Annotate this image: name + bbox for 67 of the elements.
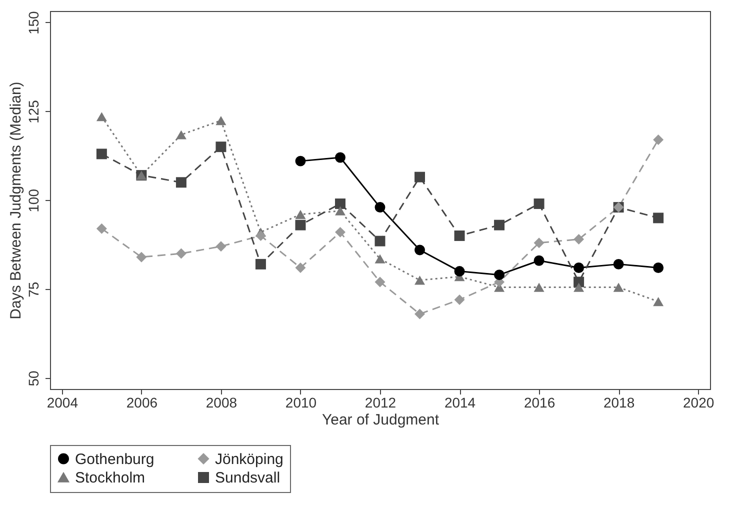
point <box>255 258 266 270</box>
point <box>216 116 226 126</box>
point <box>295 156 306 166</box>
legend-label: Gothenburg <box>75 450 154 468</box>
x-tick-label: 2006 <box>126 394 158 410</box>
x-tick-label: 2018 <box>603 394 635 410</box>
point <box>534 198 544 209</box>
point <box>374 276 386 288</box>
point <box>96 148 107 160</box>
point <box>534 255 544 266</box>
point <box>574 262 584 273</box>
legend-label: Stockholm <box>75 470 146 486</box>
point <box>494 220 505 230</box>
y-tick-label: 150 <box>26 10 42 35</box>
point <box>295 220 306 230</box>
point <box>96 223 107 234</box>
point <box>176 130 186 140</box>
point <box>295 262 306 273</box>
point <box>454 294 465 305</box>
point <box>374 236 386 246</box>
point <box>613 258 624 270</box>
y-tick-label: 50 <box>26 370 42 386</box>
point <box>216 142 226 152</box>
point <box>414 172 426 182</box>
x-tick-label: 2004 <box>46 394 78 410</box>
y-tick-label: 100 <box>26 188 42 212</box>
point <box>374 202 386 213</box>
point <box>374 254 386 264</box>
x-tick-label: 2020 <box>682 394 714 410</box>
point <box>136 252 147 262</box>
point <box>574 282 584 292</box>
point <box>96 112 107 122</box>
point <box>334 198 346 209</box>
point <box>653 262 664 273</box>
y-axis-title: Days Between Judgments (Median) <box>8 82 24 320</box>
point <box>653 134 664 145</box>
legend-label: Sundsvall <box>215 470 280 486</box>
point <box>534 282 544 292</box>
y-tick-label: 125 <box>26 100 42 124</box>
point <box>574 234 584 245</box>
point <box>414 308 426 320</box>
point <box>653 212 664 224</box>
point <box>216 241 226 252</box>
x-tick-label: 2012 <box>364 394 396 410</box>
point <box>176 177 186 188</box>
point <box>334 152 346 163</box>
point <box>414 276 426 285</box>
point <box>494 270 505 280</box>
x-tick-label: 2010 <box>285 394 317 410</box>
x-tick-label: 2014 <box>444 394 476 410</box>
point <box>334 206 346 216</box>
point <box>613 282 624 292</box>
x-tick-label: 2008 <box>206 394 238 410</box>
point <box>334 226 346 238</box>
point <box>255 230 266 241</box>
point <box>454 266 465 277</box>
point <box>295 210 306 219</box>
point <box>534 238 544 248</box>
point <box>414 244 426 256</box>
legend-label: Jönköping <box>215 450 284 468</box>
y-tick-label: 75 <box>26 282 42 298</box>
point <box>653 296 664 306</box>
point <box>454 230 465 241</box>
x-tick-label: 2016 <box>524 394 556 410</box>
point <box>176 248 186 259</box>
point <box>574 276 584 288</box>
x-axis-title: Year of Judgment <box>322 412 440 428</box>
